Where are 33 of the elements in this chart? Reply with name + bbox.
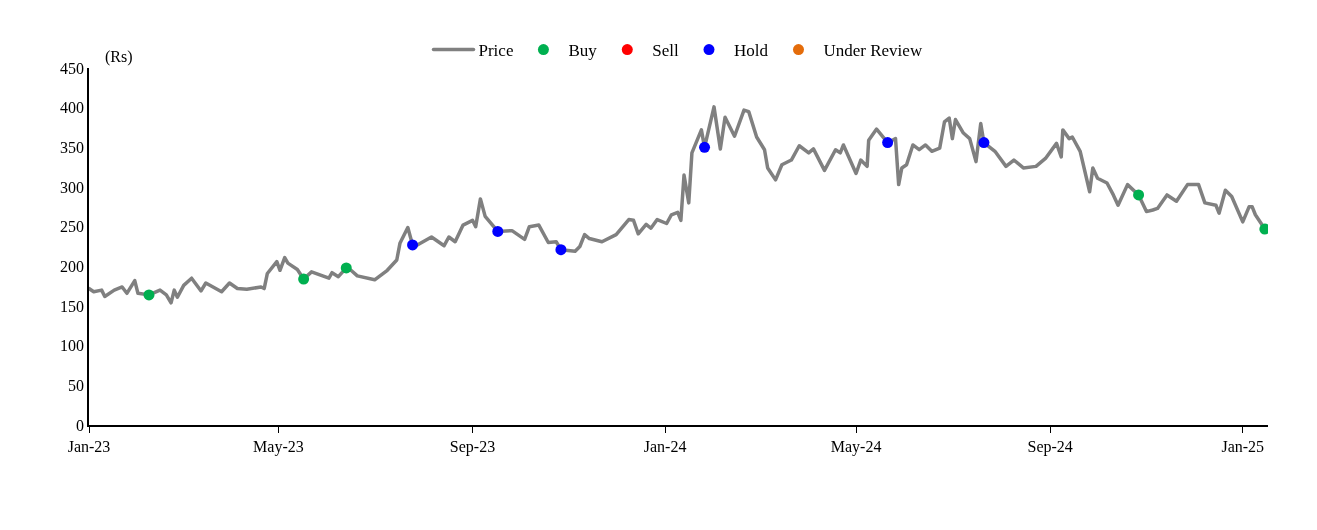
point	[882, 137, 894, 149]
x-tick-label: Jan-23	[67, 437, 111, 455]
point	[1133, 189, 1145, 201]
y-tick-label: 400	[60, 99, 85, 117]
point	[978, 137, 990, 149]
legend-label: Hold	[734, 41, 769, 61]
x-tick-label: Jan-25	[1221, 437, 1265, 455]
point	[555, 244, 567, 256]
x-tick-label: Jan-24	[643, 437, 687, 455]
y-tick-label: 150	[60, 297, 85, 315]
x-tick-label: Sep-24	[1027, 437, 1073, 456]
legend-label: Price	[478, 41, 514, 61]
point	[699, 141, 711, 153]
y-tick-label: 200	[60, 257, 85, 275]
y-tick-label: 300	[60, 178, 85, 196]
legend-label: Buy	[568, 41, 598, 61]
y-tick-label: 100	[60, 337, 85, 355]
y-tick-label: 350	[60, 138, 85, 156]
x-tick-label: Sep-23	[449, 437, 496, 456]
point	[492, 225, 504, 237]
y-axis-title: (Rs)	[105, 48, 133, 66]
point	[340, 262, 352, 274]
y-tick-label: 450	[60, 59, 85, 77]
x-tick-label: May-24	[830, 437, 882, 456]
y-tick-label: 0	[76, 416, 85, 434]
legend-label: Sell	[652, 41, 679, 61]
y-tick-label: 50	[68, 376, 85, 394]
point	[143, 289, 155, 301]
point	[407, 239, 419, 251]
x-tick-label: May-23	[253, 437, 304, 456]
legend-label: Under Review	[823, 41, 923, 61]
y-tick-label: 250	[60, 218, 85, 236]
point	[298, 273, 310, 285]
